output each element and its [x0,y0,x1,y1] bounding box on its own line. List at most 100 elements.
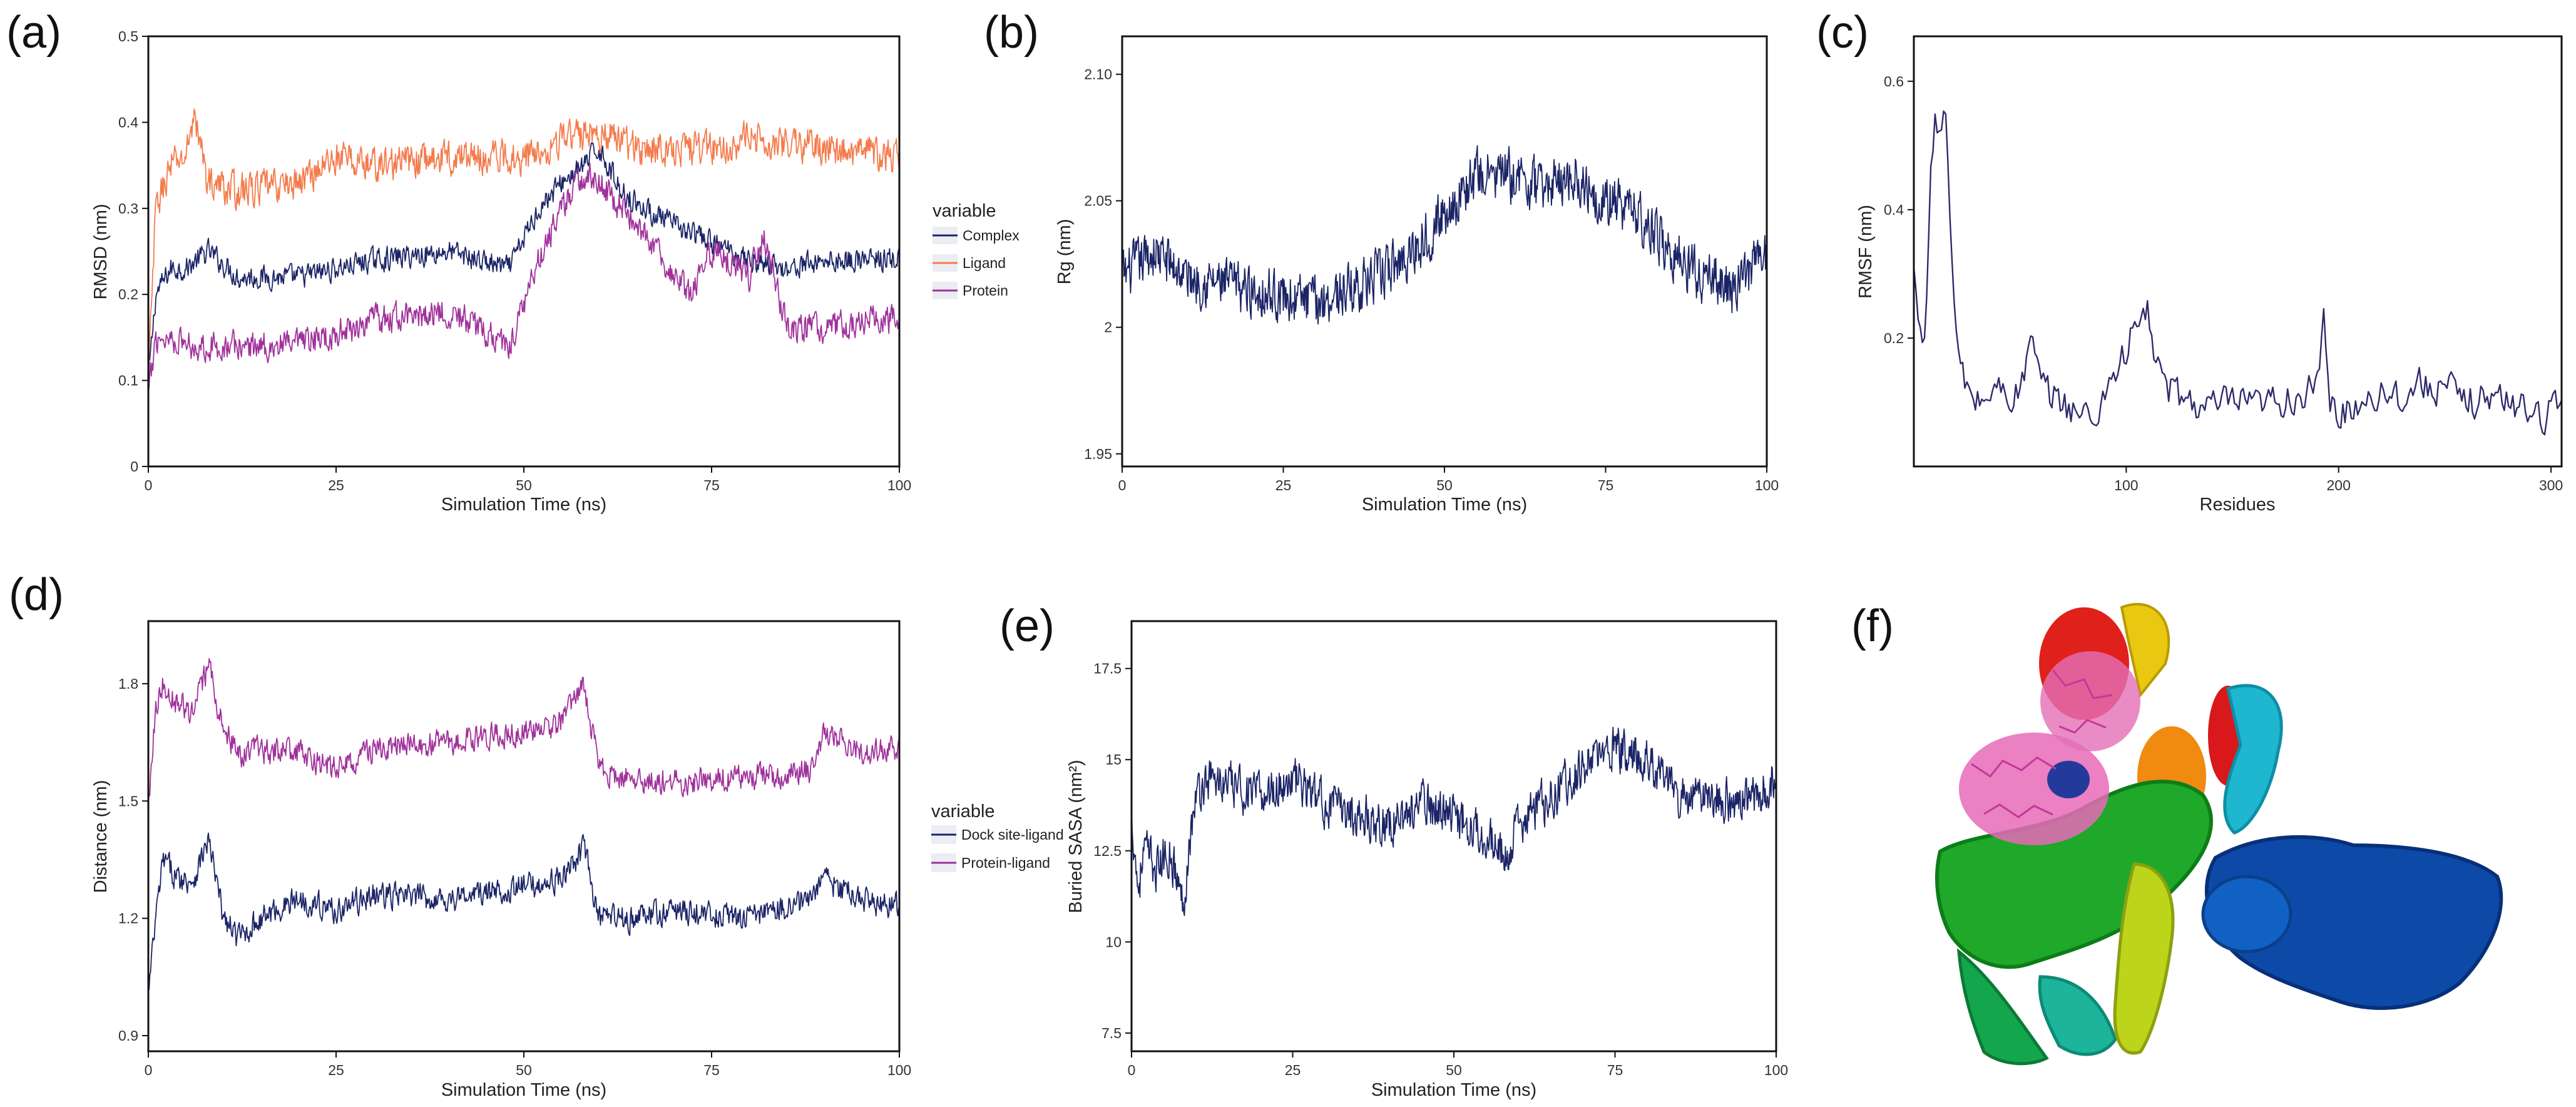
legend-entry-complex: Complex [963,227,1020,244]
x-tick-label: 300 [2539,477,2563,493]
y-tick-label: 2 [1104,319,1112,336]
y-tick-label: 15 [1105,751,1122,768]
x-tick-label: 200 [2327,477,2351,493]
y-tick-label: 1.2 [118,910,138,927]
ligand-ensemble [1959,733,2109,845]
x-axis-label-a: Simulation Time (ns) [441,495,606,515]
y-axis-label-d: Distance (nm) [91,780,111,893]
y-tick-label: 0.2 [1884,330,1904,346]
legend-title-a: variable [933,201,996,221]
blue-helix [2201,875,2292,954]
x-tick-label: 50 [516,1062,532,1078]
yellow-strand [2120,603,2170,698]
y-axis-label-b: Rg (nm) [1055,219,1075,285]
y-tick-label: 1.8 [118,676,138,692]
y-tick-label: 0 [130,458,138,475]
plot-frame-c [1913,35,2563,468]
series-line-protein [148,162,899,394]
x-tick-label: 100 [1755,477,1779,493]
legend-title-d: variable [931,801,995,821]
green-loop-bottom [1957,948,2049,1066]
x-tick-label: 0 [145,477,153,493]
legend-entry-protein: Protein [963,282,1008,299]
yellow-green-helix [2113,862,2175,1055]
series-line-rg [1122,145,1767,325]
x-tick-label: 25 [1275,477,1292,493]
y-tick-label: 1.5 [118,793,138,809]
series-line-ligand [148,108,899,376]
y-axis-label-c: RMSF (nm) [1856,205,1876,299]
y-tick-label: 0.6 [1884,73,1904,90]
y-tick-label: 0.4 [118,114,138,130]
x-tick-label: 50 [1436,477,1453,493]
x-tick-label: 75 [703,1062,720,1078]
x-tick-label: 75 [1598,477,1614,493]
y-axis-label-a: RMSD (nm) [91,203,111,299]
x-axis-label-e: Simulation Time (ns) [1371,1080,1536,1100]
x-tick-label: 0 [1128,1062,1136,1078]
y-tick-label: 12.5 [1093,843,1122,859]
rmsd-chart: (a) 0 25 50 75 100 0 0.1 0.2 0.3 0.4 0.5 Simulatio… [6,8,1020,515]
y-tick-label: 2.05 [1084,193,1112,209]
y-tick-label: 10 [1105,934,1122,950]
plot-frame-e [1130,620,1777,1053]
ligand-ensemble-top [2040,651,2140,751]
teal-loop [2038,975,2117,1056]
y-tick-label: 0.4 [1884,202,1904,218]
series-line-complex [148,142,899,378]
legend-entry-ligand: Ligand [963,255,1006,271]
panel-label-e: (e) [999,601,1055,651]
panel-label-c: (c) [1816,8,1869,58]
ligand-sticks [1971,669,2113,818]
x-tick-label: 25 [328,477,344,493]
x-tick-label: 75 [703,477,720,493]
series-line-dock-site-ligand [148,832,899,992]
rmsf-chart: (c) 100 200 300 0.2 0.4 0.6 Residues RMSF (nm… [1816,8,2563,515]
y-tick-label: 0.2 [118,286,138,302]
x-tick-label: 75 [1607,1062,1623,1078]
panel-label-a: (a) [6,8,61,58]
x-tick-label: 25 [1285,1062,1301,1078]
protein-structure-illustration [1935,603,2503,1066]
x-tick-label: 100 [887,477,911,493]
panel-label-b: (b) [984,8,1039,58]
panel-label-d: (d) [9,570,64,620]
series-line-protein-ligand [148,657,899,798]
legend-d: variable Dock site-ligand Protein-ligand [931,801,1064,872]
distance-chart: (d) 0 25 50 75 100 0.9 1.2 1.5 1.8 Simulation Ti… [9,570,1064,1100]
x-axis-label-c: Residues [2200,495,2276,515]
y-tick-label: 7.5 [1101,1025,1122,1041]
x-tick-label: 25 [328,1062,344,1078]
protein-structure-panel: (f) [1851,601,2503,1066]
series-line-rmsf [1914,110,2562,436]
blue-domain [2205,835,2503,1010]
legend-a: variable Complex Ligand Protein [933,201,1020,299]
y-tick-label: 17.5 [1093,661,1122,677]
y-tick-label: 0.3 [118,200,138,217]
plot-frame-d [147,620,901,1053]
y-tick-label: 0.5 [118,28,138,44]
legend-entry-protein-ligand: Protein-ligand [961,855,1050,871]
buried-sasa-chart: (e) 0 25 50 75 100 7.5 10 12.5 15 17.5 Simulation… [999,601,1788,1100]
x-axis-label-b: Simulation Time (ns) [1362,495,1527,515]
x-tick-label: 0 [1118,477,1127,493]
x-tick-label: 0 [145,1062,153,1078]
ligand-core [2047,761,2090,798]
panel-label-f: (f) [1851,601,1894,651]
y-tick-label: 0.1 [118,373,138,389]
x-tick-label: 100 [2114,477,2138,493]
x-tick-label: 50 [516,477,532,493]
y-axis-label-e: Buried SASA (nm²) [1066,760,1086,914]
cyan-helix [2223,684,2283,835]
plot-frame-a [147,35,901,468]
y-tick-label: 2.10 [1084,66,1112,83]
x-tick-label: 50 [1446,1062,1462,1078]
x-tick-label: 100 [887,1062,911,1078]
y-tick-label: 0.9 [118,1027,138,1044]
x-axis-label-d: Simulation Time (ns) [441,1080,606,1100]
rg-chart: (b) 0 25 50 75 100 1.95 2 2.05 2.10 Simulation T… [984,8,1779,515]
x-tick-label: 100 [1764,1062,1788,1078]
legend-entry-dock: Dock site-ligand [961,826,1064,843]
y-tick-label: 1.95 [1084,446,1112,462]
series-line-buried-sasa [1132,726,1776,917]
